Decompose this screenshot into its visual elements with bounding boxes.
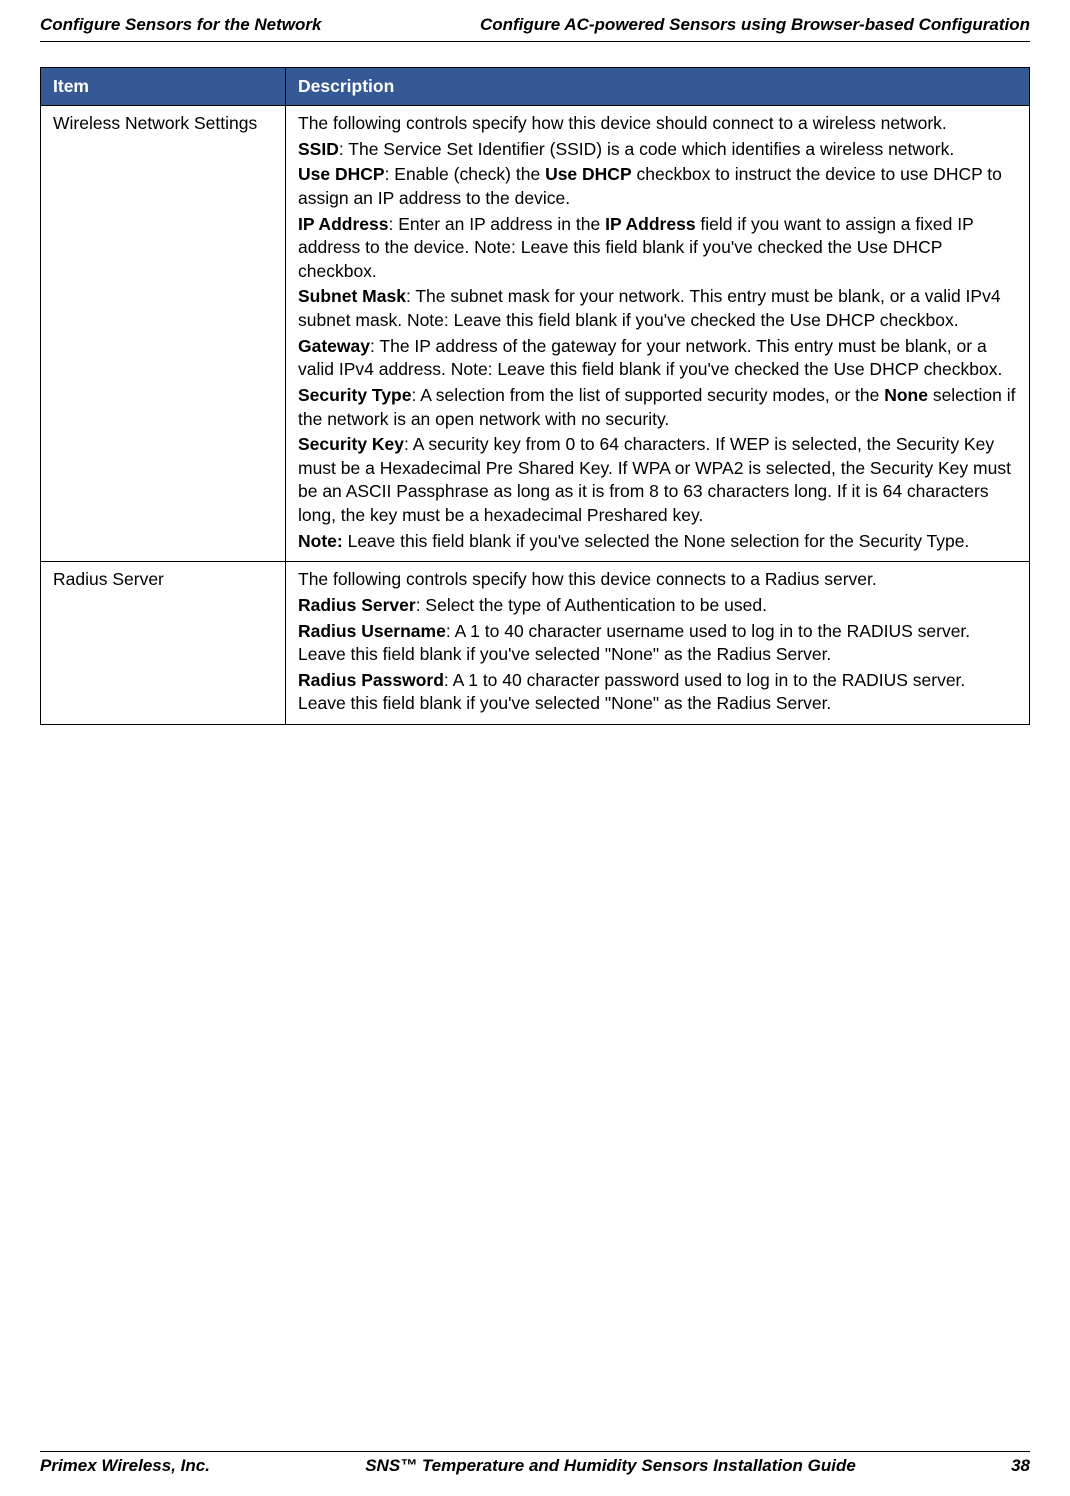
col-header-description: Description [286,68,1030,106]
wireless-gateway: Gateway: The IP address of the gateway f… [298,335,1017,382]
wireless-ssid: SSID: The Service Set Identifier (SSID) … [298,138,1017,162]
footer-company: Primex Wireless, Inc. [40,1456,210,1476]
footer-title: SNS™ Temperature and Humidity Sensors In… [365,1456,856,1476]
content-area: Item Description Wireless Network Settin… [0,42,1070,725]
table-header-row: Item Description [41,68,1030,106]
desc-cell-radius: The following controls specify how this … [286,562,1030,725]
header-left: Configure Sensors for the Network [40,15,321,35]
radius-username: Radius Username: A 1 to 40 character use… [298,620,1017,667]
settings-table: Item Description Wireless Network Settin… [40,67,1030,725]
wireless-sectype: Security Type: A selection from the list… [298,384,1017,431]
header-right: Configure AC-powered Sensors using Brows… [480,15,1030,35]
wireless-intro: The following controls specify how this … [298,112,1017,136]
table-row: Radius Server The following controls spe… [41,562,1030,725]
radius-server: Radius Server: Select the type of Authen… [298,594,1017,618]
wireless-seckey: Security Key: A security key from 0 to 6… [298,433,1017,528]
radius-password: Radius Password: A 1 to 40 character pas… [298,669,1017,716]
wireless-note: Note: Leave this field blank if you've s… [298,530,1017,554]
col-header-item: Item [41,68,286,106]
radius-intro: The following controls specify how this … [298,568,1017,592]
item-cell-radius: Radius Server [41,562,286,725]
wireless-dhcp: Use DHCP: Enable (check) the Use DHCP ch… [298,163,1017,210]
desc-cell-wireless: The following controls specify how this … [286,106,1030,562]
page-footer: Primex Wireless, Inc. SNS™ Temperature a… [40,1443,1030,1476]
footer-rule [40,1451,1030,1452]
wireless-subnet: Subnet Mask: The subnet mask for your ne… [298,285,1017,332]
item-cell-wireless: Wireless Network Settings [41,106,286,562]
footer-row: Primex Wireless, Inc. SNS™ Temperature a… [40,1456,1030,1476]
wireless-ip: IP Address: Enter an IP address in the I… [298,213,1017,284]
table-row: Wireless Network Settings The following … [41,106,1030,562]
page-header: Configure Sensors for the Network Config… [0,0,1070,41]
footer-page: 38 [1011,1456,1030,1476]
